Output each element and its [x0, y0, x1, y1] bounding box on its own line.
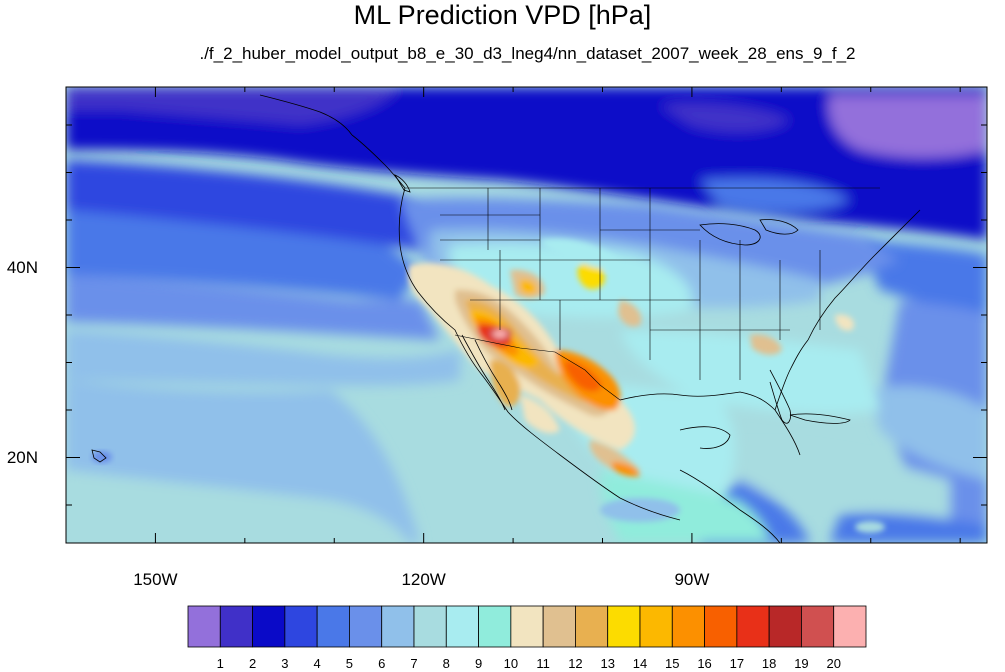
colorbar-swatch [413, 605, 447, 648]
colorbar [187, 605, 867, 648]
colorbar-swatch [381, 605, 415, 648]
colorbar-swatch [478, 605, 512, 648]
colorbar-label: 13 [600, 656, 615, 671]
colorbar-label: 11 [536, 656, 550, 671]
lat-tick-label: 20N [6, 447, 38, 467]
colorbar-swatch [510, 605, 544, 648]
colorbar-label: 15 [665, 656, 680, 671]
colorbar-label: 10 [503, 656, 519, 671]
colorbar-label: 5 [345, 656, 354, 671]
map-title: ML Prediction VPD [hPa] [353, 0, 652, 30]
colorbar-label: 12 [568, 656, 583, 671]
map-subtitle: ./f_2_huber_model_output_b8_e_30_d3_lneg… [199, 44, 856, 63]
colorbar-swatch [833, 605, 867, 648]
colorbar-label: 7 [410, 656, 418, 671]
lon-tick-label: 150W [133, 570, 178, 589]
colorbar-swatch [736, 605, 770, 648]
colorbar-swatch [445, 605, 479, 648]
colorbar-label: 2 [248, 656, 257, 671]
colorbar-label: 20 [826, 656, 841, 671]
colorbar-label: 17 [729, 656, 745, 671]
vpd-field [66, 87, 987, 543]
colorbar-label: 3 [281, 656, 289, 671]
colorbar-swatch [219, 605, 253, 648]
colorbar-swatch [316, 605, 350, 648]
colorbar-label: 16 [697, 656, 712, 671]
colorbar-swatch [768, 605, 802, 648]
colorbar-swatch [801, 605, 835, 648]
colorbar-label: 4 [313, 656, 321, 671]
colorbar-swatch [284, 605, 318, 648]
colorbar-swatch [252, 605, 286, 648]
colorbar-swatch [671, 605, 705, 648]
colorbar-label: 18 [761, 656, 777, 671]
colorbar-label: 1 [216, 656, 224, 671]
colorbar-swatch [607, 605, 641, 648]
colorbar-swatch [542, 605, 576, 648]
colorbar-label: 6 [378, 656, 386, 671]
lon-tick-label: 90W [674, 570, 710, 589]
lat-tick-label: 40N [6, 257, 38, 277]
colorbar-swatch [349, 605, 383, 648]
axis-ticks [65, 87, 987, 543]
colorbar-swatch [704, 605, 738, 648]
colorbar-swatch [639, 605, 673, 648]
colorbar-label: 14 [632, 656, 648, 671]
colorbar-swatch [575, 605, 609, 648]
colorbar-swatch [187, 605, 221, 648]
colorbar-label: 8 [442, 656, 450, 671]
colorbar-label: 19 [794, 656, 809, 671]
lon-tick-label: 120W [401, 570, 446, 589]
colorbar-label: 9 [474, 656, 483, 671]
